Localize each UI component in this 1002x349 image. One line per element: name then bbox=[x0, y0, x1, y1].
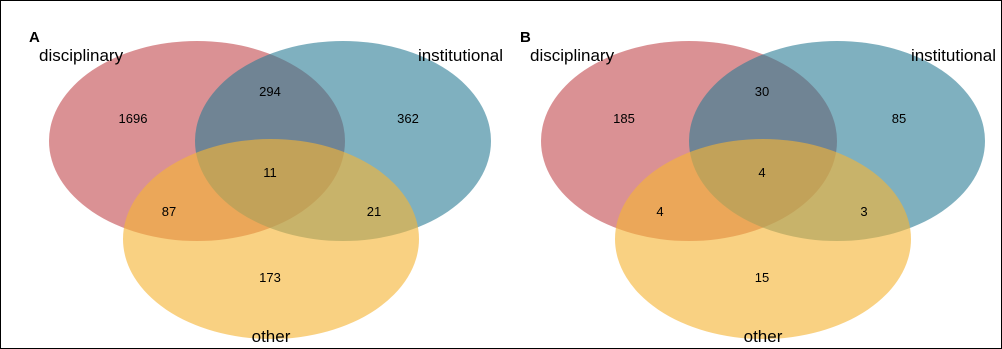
panel-a-label-disciplinary: disciplinary bbox=[39, 46, 124, 65]
panel-b-other-ellipse bbox=[615, 139, 911, 339]
panel-b: B disciplinary institutional other 185 3… bbox=[520, 29, 996, 346]
panel-b-count-other-only: 15 bbox=[755, 270, 769, 285]
panel-a: A disciplinary institutional other 1696 … bbox=[29, 29, 503, 346]
panel-b-count-disciplinary-institutional: 30 bbox=[755, 84, 769, 99]
panel-b-label-institutional: institutional bbox=[911, 46, 996, 65]
panel-b-count-all-three: 4 bbox=[758, 165, 765, 180]
panel-b-count-institutional-other: 3 bbox=[860, 204, 867, 219]
panel-a-label-institutional: institutional bbox=[418, 46, 503, 65]
panel-a-label-other: other bbox=[252, 327, 291, 346]
panel-b-count-disciplinary-only: 185 bbox=[613, 111, 635, 126]
panel-a-count-disciplinary-institutional: 294 bbox=[259, 84, 281, 99]
panel-a-letter: A bbox=[29, 29, 40, 46]
panel-a-count-institutional-only: 362 bbox=[397, 111, 419, 126]
panel-a-count-all-three: 11 bbox=[263, 165, 277, 180]
panel-a-count-disciplinary-only: 1696 bbox=[119, 111, 148, 126]
panel-a-count-disciplinary-other: 87 bbox=[162, 204, 176, 219]
panel-b-label-other: other bbox=[744, 327, 783, 346]
panel-b-count-disciplinary-other: 4 bbox=[656, 204, 663, 219]
panel-a-count-institutional-other: 21 bbox=[367, 204, 381, 219]
panel-b-letter: B bbox=[520, 29, 531, 46]
panel-a-count-other-only: 173 bbox=[259, 270, 281, 285]
panel-b-label-disciplinary: disciplinary bbox=[530, 46, 615, 65]
panel-b-count-institutional-only: 85 bbox=[892, 111, 906, 126]
panel-a-other-ellipse bbox=[123, 139, 419, 339]
